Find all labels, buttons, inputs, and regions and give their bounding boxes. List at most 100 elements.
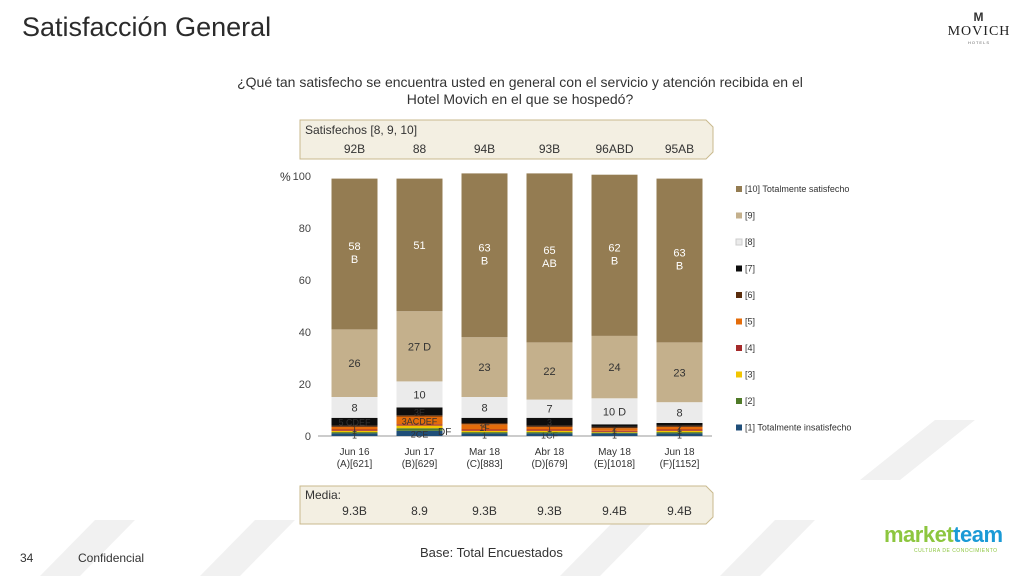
- bar-segment: [526, 432, 573, 434]
- bar-segment: [331, 425, 378, 427]
- data-label: 2: [612, 424, 617, 434]
- satisfechos-value: 92B: [344, 142, 365, 156]
- bar-segment: [331, 429, 378, 431]
- data-label-extra: DF: [438, 427, 451, 438]
- page-number: 34: [20, 551, 34, 565]
- bar-segment: [526, 429, 573, 431]
- bar-segment: [656, 426, 703, 430]
- data-label: 1: [677, 424, 682, 434]
- data-label: 3: [547, 418, 552, 428]
- bar-segment: [331, 417, 378, 426]
- category-sublabel: (A)[621]: [337, 459, 373, 470]
- data-label: 23: [673, 367, 685, 379]
- bar-segment: [591, 433, 638, 436]
- movich-name: MOVICH: [947, 24, 1011, 39]
- marketteam-name-a: market: [884, 522, 954, 547]
- data-label: 8: [351, 402, 357, 414]
- data-label: 27 D: [408, 341, 431, 353]
- y-tick-label: 60: [299, 275, 311, 287]
- data-label: 63: [478, 242, 490, 254]
- legend-swatch: [736, 318, 742, 325]
- data-label: 2: [677, 422, 682, 432]
- bar-segment: [331, 426, 378, 430]
- category-label: May 18: [598, 447, 631, 458]
- confidential-label: Confidencial: [78, 551, 145, 565]
- bar-segment: [331, 178, 378, 330]
- media-value: 9.3B: [537, 504, 562, 518]
- bar-segment: [461, 432, 508, 434]
- data-label: 1: [352, 426, 357, 436]
- data-label: 62: [608, 242, 620, 254]
- data-label: 10 D: [603, 406, 626, 418]
- bar-segment: [396, 425, 443, 429]
- bar-segment: [656, 402, 703, 423]
- legend-swatch: [735, 238, 743, 246]
- data-label: AB: [542, 258, 557, 270]
- category-sublabel: (D)[679]: [531, 459, 567, 470]
- legend-swatch: [736, 212, 742, 219]
- media-label: Media:: [305, 488, 341, 502]
- data-label: 24: [608, 362, 620, 374]
- data-label: 1: [677, 431, 682, 441]
- y-tick-label: 80: [299, 223, 311, 235]
- category-sublabel: (F)[1152]: [660, 459, 700, 470]
- y-tick-label: 40: [299, 327, 311, 339]
- bar-segment: [591, 424, 638, 427]
- data-label: 1: [612, 431, 617, 441]
- bar-segment: [526, 417, 573, 426]
- legend-swatch: [736, 398, 742, 404]
- bar-segment: [526, 342, 573, 400]
- bar-segment: [656, 432, 703, 434]
- bar-segment: [656, 342, 703, 403]
- legend-label: [6]: [745, 290, 755, 300]
- chart-question: ¿Qué tan satisfecho se encuentra usted e…: [237, 74, 803, 107]
- bar-segment: [591, 426, 638, 429]
- data-label: 26: [348, 358, 360, 370]
- data-label: 8: [481, 402, 487, 414]
- bar-segment: [396, 178, 443, 312]
- satisfechos-label: Satisfechos [8, 9, 10]: [305, 123, 417, 137]
- category-label: Jun 18: [664, 447, 694, 458]
- legend-swatch: [736, 292, 742, 298]
- category-label: Mar 18: [469, 447, 501, 458]
- data-label: 1F: [479, 423, 490, 433]
- bar-segment: [591, 428, 638, 431]
- media-value: 9.3B: [472, 504, 497, 518]
- bar-segment: [396, 381, 443, 408]
- bar-segment: [656, 433, 703, 436]
- category-label: Abr 18: [535, 447, 565, 458]
- bar-segment: [331, 433, 378, 436]
- satisfechos-value: 94B: [474, 142, 495, 156]
- legend-label: [1] Totalmente insatisfecho: [745, 423, 851, 433]
- y-axis-label: %: [280, 170, 291, 184]
- bar-segment: [461, 423, 508, 425]
- legend-swatch: [736, 371, 742, 378]
- bar-segment: [331, 430, 378, 433]
- data-label: 1: [677, 426, 682, 436]
- media-value: 8.9: [411, 504, 428, 518]
- data-label: 3E: [414, 407, 425, 417]
- bar-segment: [461, 417, 508, 423]
- legend-label: [8]: [745, 237, 755, 247]
- category-sublabel: (C)[883]: [466, 459, 502, 470]
- bar-segment: [461, 173, 508, 338]
- marketteam-logo: marketteam CULTURA DE CONOCIMIENTO: [884, 522, 1014, 572]
- media-value: 9.4B: [667, 504, 692, 518]
- legend-swatch: [736, 265, 742, 272]
- base-label: Base: Total Encuestados: [420, 545, 563, 560]
- marketteam-name-b: team: [953, 522, 1003, 547]
- data-label: B: [676, 261, 683, 273]
- bar-segment: [331, 432, 378, 434]
- bar-segment: [656, 430, 703, 433]
- data-label: 1CF: [541, 431, 559, 441]
- data-label: 5 CDEF: [338, 418, 371, 428]
- bar-segment: [461, 397, 508, 418]
- data-label: 22: [543, 366, 555, 378]
- bar-segment: [526, 430, 573, 433]
- data-label: 1: [482, 431, 487, 441]
- bar-segment: [461, 424, 508, 430]
- data-label: 23: [478, 362, 490, 374]
- legend-label: [3]: [745, 370, 755, 380]
- legend-label: [9]: [745, 211, 755, 221]
